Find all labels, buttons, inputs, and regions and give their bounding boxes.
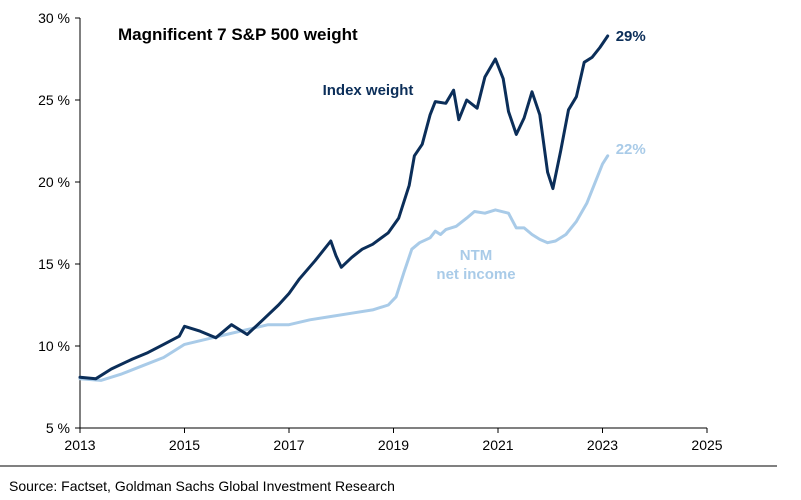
x-tick-label: 2025: [691, 437, 722, 453]
source-note: Source: Factset, Goldman Sachs Global In…: [9, 478, 395, 494]
x-tick-label: 2013: [64, 437, 95, 453]
chart-plot: 5 % 10 % 15 % 20 % 25 % 30 % 2013 2015 2017 2019 2…: [0, 10, 777, 467]
index-weight-label: Index weight: [323, 82, 414, 99]
x-tick-label: 2023: [587, 437, 618, 453]
x-tick-label: 2017: [273, 437, 304, 453]
ntm-net-income-end-label: 22%: [616, 141, 646, 158]
x-tick-label: 2019: [378, 437, 409, 453]
y-tick-label: 25 %: [38, 92, 70, 108]
index-weight-end-label: 29%: [616, 28, 646, 45]
y-tick-label: 5 %: [46, 420, 70, 436]
series-labels: Index weight NTM net income 29% 22%: [323, 28, 646, 283]
y-tick-label: 10 %: [38, 338, 70, 354]
index-weight-line: [78, 34, 610, 381]
chart-title: Magnificent 7 S&P 500 weight: [118, 25, 358, 44]
x-tick-label: 2021: [482, 437, 513, 453]
ntm-net-income-line: [78, 154, 610, 382]
y-tick-label: 20 %: [38, 174, 70, 190]
series-group: [78, 34, 610, 382]
y-tick-label: 15 %: [38, 256, 70, 272]
ntm-net-income-label-line: net income: [436, 266, 515, 283]
x-tick-label: 2015: [169, 437, 200, 453]
y-tick-label: 30 %: [38, 10, 70, 26]
axes: 5 % 10 % 15 % 20 % 25 % 30 % 2013 2015 2017 2019 2…: [38, 10, 723, 453]
ntm-net-income-label-line: NTM: [460, 247, 493, 264]
